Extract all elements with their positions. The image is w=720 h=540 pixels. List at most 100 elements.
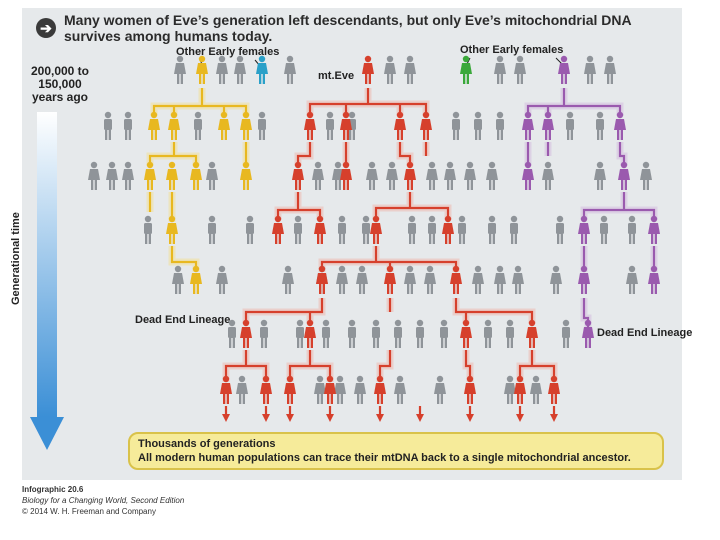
person-icon — [354, 375, 366, 404]
person-icon — [122, 161, 134, 190]
person-icon — [530, 375, 542, 404]
diagram-panel — [22, 8, 682, 480]
person-icon — [88, 161, 100, 190]
person-icon — [194, 111, 202, 140]
person-icon — [394, 319, 402, 348]
person-icon — [494, 265, 506, 294]
credit-line-1: Infographic 20.6 — [22, 485, 84, 494]
person-icon — [334, 375, 346, 404]
person-icon — [336, 265, 348, 294]
yellow-lineage-person-icon — [148, 111, 160, 140]
person-icon — [294, 215, 302, 244]
person-icon — [384, 55, 396, 84]
purple-lineage-person-icon — [582, 319, 594, 348]
arrow-icon: ➔ — [36, 18, 56, 38]
person-icon — [514, 55, 526, 84]
person-icon — [236, 375, 248, 404]
red-lineage-person-icon — [374, 375, 386, 404]
person-icon — [484, 319, 492, 348]
person-icon — [494, 55, 506, 84]
bottom-banner: Thousands of generations All modern huma… — [128, 432, 664, 470]
red-lineage-person-icon — [324, 375, 336, 404]
descent-arrow-icon — [466, 414, 474, 422]
person-icon — [440, 319, 448, 348]
generational-time-arrow — [30, 112, 64, 450]
red-lineage-person-icon — [340, 111, 352, 140]
person-icon — [326, 111, 334, 140]
person-icon — [208, 215, 216, 244]
yellow-lineage-person-icon — [190, 265, 202, 294]
person-icon — [550, 265, 562, 294]
yellow-lineage-person-icon — [166, 215, 178, 244]
red-lineage-person-icon — [340, 161, 352, 190]
red-lineage-person-icon — [548, 375, 560, 404]
descent-arrow-icon — [516, 414, 524, 422]
person-icon — [434, 375, 446, 404]
red-lineage-person-icon — [304, 111, 316, 140]
descent-arrow-icon — [376, 414, 384, 422]
label-dead-end-right: Dead End Lineage — [597, 327, 693, 339]
person-icon — [174, 55, 186, 84]
red-lineage-person-icon — [260, 375, 272, 404]
yellow-lineage-person-icon — [168, 111, 180, 140]
person-icon — [562, 319, 570, 348]
person-icon — [512, 265, 524, 294]
red-lineage-person-icon — [464, 375, 476, 404]
person-icon — [322, 319, 330, 348]
person-icon — [626, 265, 638, 294]
person-icon — [542, 161, 554, 190]
label-mt-eve: mt.Eve — [318, 70, 355, 82]
person-icon — [416, 319, 424, 348]
red-lineage-person-icon — [316, 265, 328, 294]
person-icon — [260, 319, 268, 348]
purple-lineage-person-icon — [578, 215, 590, 244]
person-icon — [596, 111, 604, 140]
red-lineage-person-icon — [272, 215, 284, 244]
red-lineage-person-icon — [384, 265, 396, 294]
person-icon — [394, 375, 406, 404]
purple-lineage-person-icon — [558, 55, 570, 84]
person-icon — [386, 161, 398, 190]
credit-line-3: © 2014 W. H. Freeman and Company — [22, 507, 156, 516]
person-icon — [234, 55, 246, 84]
person-icon — [314, 375, 326, 404]
yellow-lineage-person-icon — [240, 111, 252, 140]
yellow-lineage-person-icon — [166, 161, 178, 190]
person-icon — [362, 215, 370, 244]
person-icon — [496, 111, 504, 140]
person-icon — [584, 55, 596, 84]
yellow-lineage-person-icon — [196, 55, 208, 84]
purple-lineage-person-icon — [648, 215, 660, 244]
person-icon — [488, 215, 496, 244]
person-icon — [296, 319, 304, 348]
person-icon — [428, 215, 436, 244]
red-lineage-person-icon — [304, 319, 316, 348]
person-icon — [640, 161, 652, 190]
person-icon — [206, 161, 218, 190]
red-lineage-person-icon — [314, 215, 326, 244]
descent-arrow-icon — [262, 414, 270, 422]
red-lineage-person-icon — [514, 375, 526, 404]
red-lineage-person-icon — [420, 111, 432, 140]
person-icon — [474, 111, 482, 140]
person-icon — [106, 161, 118, 190]
person-icon — [458, 215, 466, 244]
person-icon — [312, 161, 324, 190]
purple-lineage-person-icon — [618, 161, 630, 190]
person-icon — [472, 265, 484, 294]
person-icon — [104, 111, 112, 140]
label-other-early-left: Other Early females — [176, 46, 280, 58]
person-icon — [372, 319, 380, 348]
person-icon — [510, 215, 518, 244]
descent-arrow-icon — [222, 414, 230, 422]
person-icon — [464, 161, 476, 190]
label-time-range: 200,000 to 150,000 years ago — [30, 64, 90, 104]
person-icon — [404, 55, 416, 84]
yellow-lineage-person-icon — [240, 161, 252, 190]
person-icon — [424, 265, 436, 294]
descent-arrow-icon — [326, 414, 334, 422]
person-icon — [216, 265, 228, 294]
person-icon — [628, 215, 636, 244]
person-icon — [284, 55, 296, 84]
red-lineage-person-icon — [370, 215, 382, 244]
